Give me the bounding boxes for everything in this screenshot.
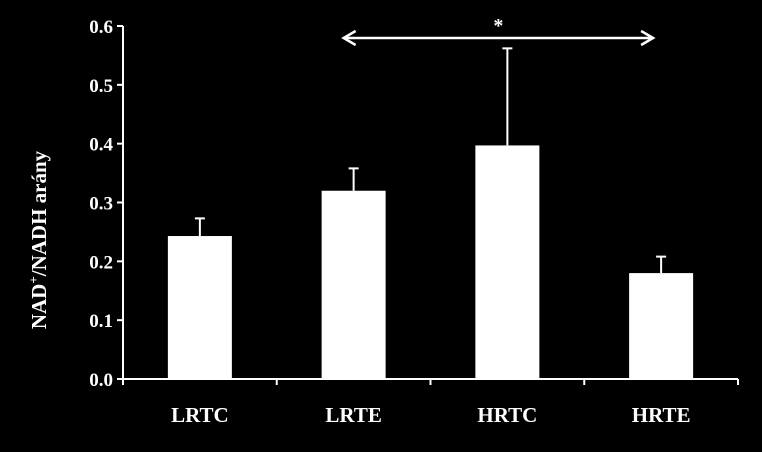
y-ticks-group: 0.0 0.1 0.2 0.3 0.4 0.5 0.6 [89, 17, 123, 391]
bars-group [167, 145, 694, 379]
y-tick-label: 0.0 [89, 370, 113, 391]
bar-hrtc [475, 145, 540, 379]
error-bars-group [194, 47, 667, 274]
significance-bracket: * [341, 15, 656, 47]
y-tick-label: 0.4 [89, 135, 113, 156]
bar-lrtc [167, 236, 232, 379]
significance-arrow-right-head [640, 29, 656, 47]
y-axis-label-superscript: + [26, 276, 41, 283]
significance-asterisk: * [493, 15, 503, 37]
y-tick-label: 0.3 [89, 194, 113, 215]
category-label: LRTC [171, 403, 229, 427]
y-tick-label: 0.6 [89, 17, 113, 38]
category-labels-group: LRTC LRTE HRTC HRTE [171, 403, 690, 427]
y-axis-label-main: NAD [27, 284, 51, 330]
category-label: LRTE [325, 403, 381, 427]
y-axis-label: NAD+/NADH arány [26, 150, 51, 329]
significance-arrow-left-head [341, 29, 357, 47]
y-tick-label: 0.2 [89, 252, 113, 273]
x-ticks-group [122, 379, 739, 385]
category-label: HRTE [632, 403, 691, 427]
y-tick-label: 0.1 [89, 311, 113, 332]
bar-hrte [629, 273, 694, 379]
category-label: HRTC [477, 403, 537, 427]
y-axis-label-rest: /NADH arány [27, 150, 51, 277]
y-tick-label: 0.5 [89, 76, 113, 97]
bar-lrte [321, 190, 386, 379]
